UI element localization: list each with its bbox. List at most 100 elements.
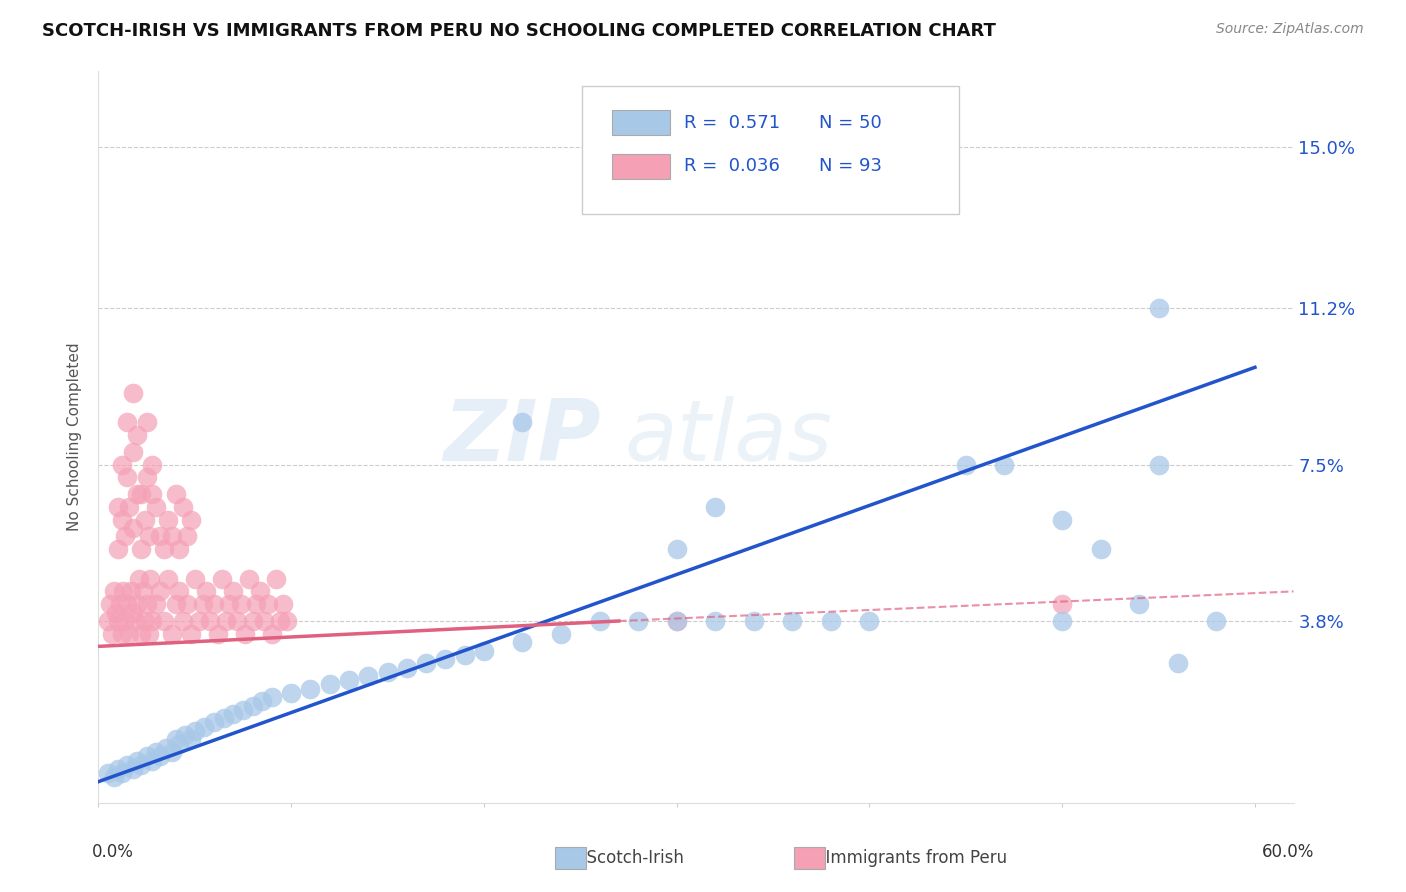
Point (245, 597, 267, 611)
Point (242, 698, 264, 713)
Point (218, 597, 240, 611)
Point (114, 529, 136, 543)
Point (98, 597, 121, 611)
Point (107, 500, 129, 514)
Text: R =  0.036: R = 0.036 (685, 158, 780, 176)
Point (395, 660, 418, 674)
Point (122, 521, 145, 535)
Point (129, 757, 152, 772)
Point (174, 728, 197, 742)
Point (149, 529, 172, 543)
Point (1147, 301, 1170, 315)
Point (169, 584, 191, 599)
Point (155, 740, 177, 755)
Point (319, 677, 342, 691)
Text: Immigrants from Peru: Immigrants from Peru (815, 849, 1008, 867)
Point (1050, 614, 1073, 628)
Point (222, 584, 245, 599)
Point (665, 614, 688, 628)
Point (135, 597, 157, 611)
Point (273, 597, 295, 611)
Point (955, 458, 977, 472)
Point (269, 614, 291, 628)
Point (138, 626, 160, 640)
Point (665, 542, 688, 557)
Text: N = 93: N = 93 (820, 158, 882, 176)
FancyBboxPatch shape (613, 153, 669, 179)
Point (141, 458, 163, 472)
Point (118, 500, 141, 514)
Point (202, 597, 225, 611)
Point (214, 614, 236, 628)
Point (1128, 597, 1150, 611)
Point (200, 614, 222, 628)
Point (107, 614, 129, 628)
Point (110, 512, 132, 526)
Point (253, 614, 276, 628)
Point (153, 614, 176, 628)
Text: SCOTCH-IRISH VS IMMIGRANTS FROM PERU NO SCHOOLING COMPLETED CORRELATION CHART: SCOTCH-IRISH VS IMMIGRANTS FROM PERU NO … (42, 22, 995, 40)
Point (160, 529, 183, 543)
Point (252, 694, 274, 708)
Point (124, 614, 146, 628)
Point (249, 584, 271, 599)
Point (232, 703, 254, 717)
Point (1205, 614, 1227, 628)
Point (110, 626, 132, 640)
Point (233, 626, 256, 640)
Point (138, 529, 160, 543)
Point (1050, 597, 1073, 611)
Point (1147, 458, 1170, 472)
Point (169, 542, 191, 557)
Point (135, 470, 157, 484)
Point (110, 458, 132, 472)
Point (212, 711, 235, 725)
Point (135, 415, 157, 429)
Point (139, 572, 162, 586)
Point (193, 720, 215, 734)
Point (195, 584, 218, 599)
Point (134, 614, 156, 628)
Point (145, 745, 167, 759)
Point (550, 626, 572, 640)
Point (238, 572, 260, 586)
Point (117, 597, 139, 611)
Point (704, 614, 727, 628)
Point (129, 626, 152, 640)
Point (337, 673, 360, 688)
Point (134, 512, 156, 526)
Point (101, 626, 124, 640)
Point (160, 626, 183, 640)
Point (172, 614, 194, 628)
Point (993, 458, 1015, 472)
Point (180, 626, 202, 640)
Point (184, 572, 207, 586)
Point (141, 487, 163, 501)
Point (207, 626, 229, 640)
Point (122, 445, 145, 459)
Point (114, 614, 136, 628)
Point (226, 614, 249, 628)
Point (165, 487, 187, 501)
Point (110, 766, 132, 780)
Point (211, 572, 233, 586)
Point (122, 762, 145, 776)
Point (165, 597, 187, 611)
Point (128, 572, 150, 586)
Point (117, 415, 139, 429)
FancyBboxPatch shape (582, 86, 959, 214)
Point (229, 597, 252, 611)
Point (125, 428, 148, 442)
Point (264, 572, 287, 586)
Point (260, 690, 283, 705)
Point (184, 723, 207, 738)
Point (118, 626, 141, 640)
Point (125, 597, 148, 611)
Point (149, 749, 172, 764)
Point (176, 529, 198, 543)
Point (820, 614, 842, 628)
Point (627, 614, 650, 628)
Point (153, 542, 176, 557)
Point (125, 487, 148, 501)
Point (104, 606, 127, 620)
